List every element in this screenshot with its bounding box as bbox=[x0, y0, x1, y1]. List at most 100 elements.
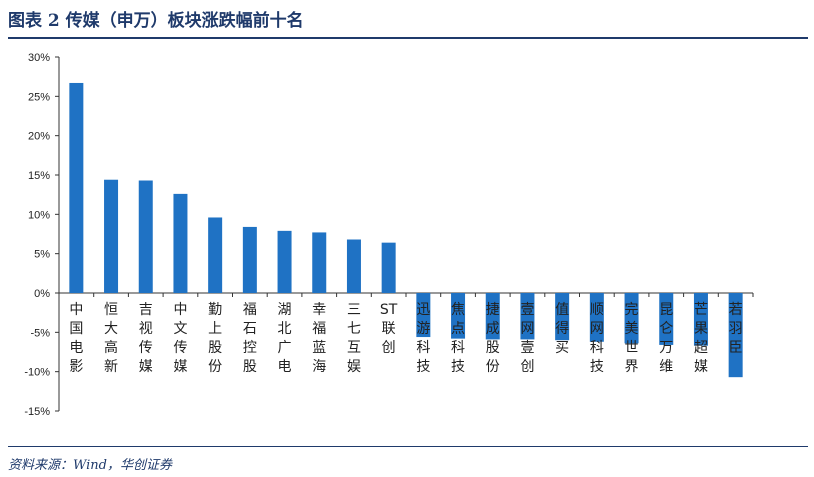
bar bbox=[104, 179, 119, 293]
category-label-char: 视 bbox=[139, 321, 153, 337]
category-label-char: 高 bbox=[104, 339, 118, 356]
category-label-char: 美 bbox=[625, 321, 639, 337]
bar bbox=[589, 293, 604, 342]
category-label-char: 七 bbox=[347, 321, 361, 337]
category-label-char: 国 bbox=[69, 321, 83, 337]
y-tick-label: 0% bbox=[34, 288, 50, 300]
bar bbox=[520, 293, 535, 340]
bar bbox=[69, 82, 84, 294]
bar bbox=[728, 293, 743, 378]
category-label-char: 科 bbox=[451, 340, 465, 356]
category-label-char: 电 bbox=[69, 340, 83, 356]
category-label-char: 果 bbox=[694, 321, 708, 337]
y-tick-label: 10% bbox=[28, 209, 50, 221]
category-label-char: 福 bbox=[312, 321, 326, 337]
bar bbox=[659, 293, 674, 345]
category-label-char: 网 bbox=[520, 321, 534, 337]
category-label-char: 蓝 bbox=[312, 340, 326, 356]
category-label-char: 芒 bbox=[694, 302, 708, 318]
category-label-char: 联 bbox=[382, 321, 396, 337]
category-label-char: 文 bbox=[173, 321, 187, 337]
category-label-char: 媒 bbox=[173, 359, 187, 375]
category-label-char: 壹 bbox=[520, 340, 534, 356]
category-label-char: 传 bbox=[139, 340, 153, 356]
y-axis: 30% 25% 20% 15% 10% 5% 0% -5% -10% -15% bbox=[24, 52, 754, 418]
category-label-char: 界 bbox=[625, 359, 639, 375]
y-tick-label: -5% bbox=[30, 327, 50, 339]
category-label-char: 仑 bbox=[659, 321, 673, 337]
category-label-char: 三 bbox=[347, 302, 361, 318]
category-label-char: 幸 bbox=[312, 302, 326, 318]
title-divider bbox=[8, 37, 808, 39]
category-label-char: 昆 bbox=[659, 302, 673, 318]
source-divider bbox=[8, 446, 808, 447]
category-label-char: 超 bbox=[694, 340, 708, 356]
category-label-char: 中 bbox=[69, 302, 83, 318]
category-label-char: 传 bbox=[173, 340, 187, 356]
category-label-char: 电 bbox=[278, 359, 292, 375]
category-label-char: 技 bbox=[451, 359, 465, 375]
category-labels: 中国电影恒大高新吉视传媒中文传媒勤上股份福石控股湖北广电幸福蓝海三七互娱ST联创… bbox=[69, 302, 742, 375]
category-label-char: 网 bbox=[590, 321, 604, 337]
bar bbox=[416, 293, 431, 338]
category-label-char: 份 bbox=[486, 359, 500, 375]
figure-title: 图表 2 传媒（申万）板块涨跌幅前十名 bbox=[8, 11, 304, 31]
bar bbox=[624, 293, 639, 344]
category-label-char: 点 bbox=[451, 321, 465, 337]
category-label-char: 万 bbox=[659, 340, 673, 356]
bar bbox=[381, 242, 396, 293]
category-label-char: 技 bbox=[590, 359, 604, 375]
category-label-char: 互 bbox=[347, 340, 361, 356]
category-label-char: 捷 bbox=[486, 302, 500, 318]
category-label-char: 得 bbox=[555, 320, 569, 337]
y-tick-label: -15% bbox=[24, 406, 50, 418]
category-label-char: 大 bbox=[104, 321, 118, 337]
category-label-char: 新 bbox=[104, 359, 118, 375]
bar bbox=[485, 293, 500, 340]
category-label-char: 湖 bbox=[278, 302, 292, 318]
category-label-char: 科 bbox=[416, 340, 430, 356]
category-label-char: 维 bbox=[659, 359, 673, 375]
category-label-char: 臣 bbox=[729, 340, 743, 356]
category-label-char: 焦 bbox=[451, 302, 465, 318]
bar bbox=[173, 193, 188, 293]
category-label-char: 福 bbox=[243, 302, 257, 318]
category-label-char: 顺 bbox=[590, 302, 604, 318]
category-label-char: 游 bbox=[416, 321, 430, 337]
category-label-char: 技 bbox=[416, 359, 430, 375]
bar bbox=[208, 217, 223, 293]
category-label-char: 创 bbox=[382, 340, 396, 356]
category-label-char: 买 bbox=[555, 340, 569, 356]
category-label-char: 吉 bbox=[139, 302, 153, 318]
y-tick-label: 25% bbox=[28, 91, 50, 103]
category-label-char: 创 bbox=[520, 359, 534, 375]
category-label-char: 完 bbox=[625, 302, 639, 318]
bar-series bbox=[69, 82, 743, 378]
category-label-char: 中 bbox=[173, 302, 187, 318]
category-label-char: 羽 bbox=[729, 321, 743, 337]
category-label-char: 广 bbox=[278, 340, 292, 356]
category-label-char: 股 bbox=[208, 340, 222, 356]
category-label-char: ST bbox=[380, 302, 398, 318]
category-label-char: 若 bbox=[729, 302, 743, 318]
category-label-char: 迅 bbox=[416, 302, 430, 318]
category-label-char: 恒 bbox=[104, 302, 118, 318]
y-tick-label: 20% bbox=[28, 131, 50, 143]
y-tick-label: -10% bbox=[24, 367, 50, 379]
category-label-char: 媒 bbox=[139, 359, 153, 375]
category-label-char: 份 bbox=[208, 359, 222, 375]
bar bbox=[277, 230, 292, 293]
category-label-char: 媒 bbox=[694, 359, 708, 375]
category-label-char: 海 bbox=[312, 359, 326, 375]
category-label-char: 石 bbox=[243, 321, 257, 337]
y-tick-label: 15% bbox=[28, 170, 50, 182]
bar bbox=[312, 232, 327, 293]
category-label-char: 值 bbox=[555, 302, 569, 318]
category-label-char: 勤 bbox=[208, 302, 222, 318]
category-label-char: 世 bbox=[625, 340, 639, 356]
category-label-char: 影 bbox=[69, 359, 83, 375]
y-tick-label: 30% bbox=[28, 52, 50, 64]
category-label-char: 壹 bbox=[520, 302, 534, 318]
bar bbox=[451, 293, 466, 339]
bar bbox=[346, 239, 361, 293]
